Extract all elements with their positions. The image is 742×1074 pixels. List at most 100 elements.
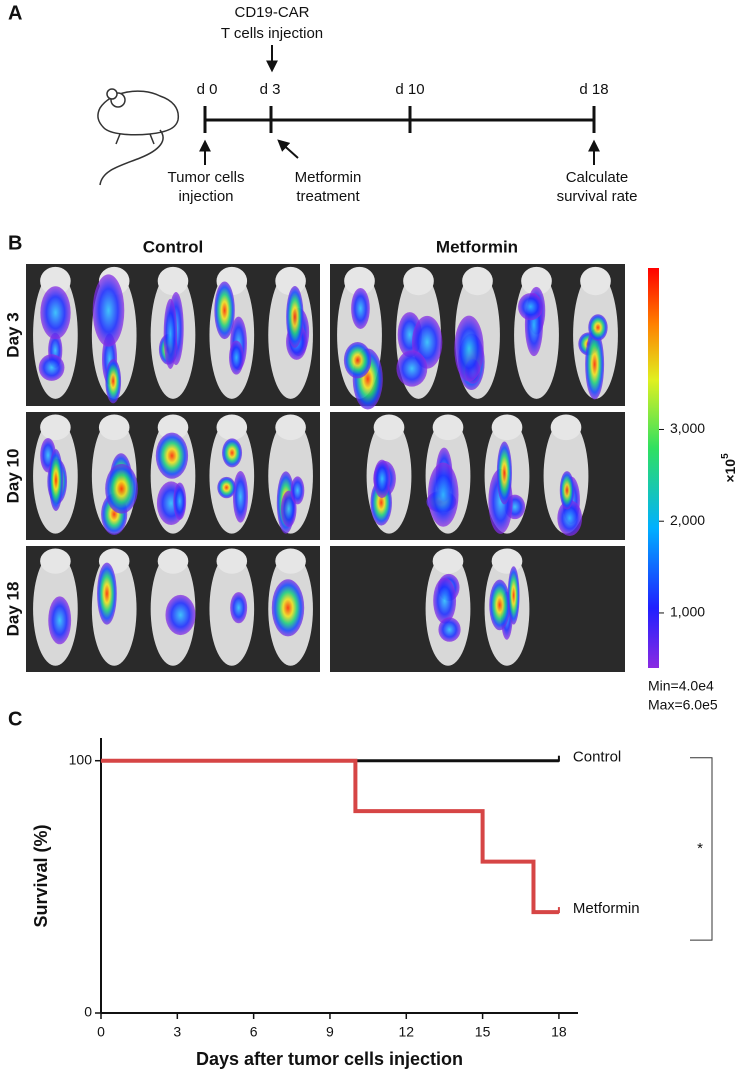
x-tick-label: 3 <box>173 1024 181 1040</box>
signal <box>38 354 65 381</box>
day-label: d 18 <box>579 81 608 98</box>
mouse-head <box>491 414 523 441</box>
row-label: Day 10 <box>3 449 22 504</box>
x-tick-label: 15 <box>475 1024 491 1040</box>
signal <box>40 286 71 340</box>
signal <box>105 359 122 404</box>
day-label: d 3 <box>260 81 281 98</box>
day-label: d 10 <box>395 81 424 98</box>
x-tick-label: 12 <box>398 1024 414 1040</box>
y-tick-label: 0 <box>84 1004 92 1020</box>
mouse-head <box>403 266 434 296</box>
mouse-head <box>275 548 306 574</box>
annotation: CD19-CAR <box>234 4 309 21</box>
series-label: Metformin <box>573 900 640 917</box>
signal <box>427 462 459 527</box>
day-label: d 0 <box>197 81 218 98</box>
x-tick-label: 9 <box>326 1024 334 1040</box>
signal <box>173 482 187 520</box>
survival-chart: 0 100 0 3 6 9 12 15 18 Days after tumor cells inj… <box>31 738 713 1069</box>
x-tick-label: 6 <box>250 1024 258 1040</box>
signal <box>351 287 370 329</box>
signal <box>557 500 583 537</box>
panel-label: B <box>8 232 22 254</box>
column-header: Metformin <box>436 237 518 256</box>
mouse-head <box>462 266 493 296</box>
colorbar-unit: ×105 <box>720 453 738 483</box>
timeline <box>199 45 600 165</box>
x-tick-label: 0 <box>97 1024 105 1040</box>
significance-label: * <box>697 840 703 857</box>
mouse-head <box>40 266 71 296</box>
series-label: Control <box>573 749 621 766</box>
mouse-head <box>98 414 130 441</box>
signal <box>222 438 243 468</box>
signal <box>373 459 391 499</box>
unit-exponent: 5 <box>720 453 731 459</box>
survival-line <box>101 758 559 915</box>
mouse-head <box>373 414 405 441</box>
mouse-head <box>491 548 523 574</box>
colorbar-max: Max=6.0e5 <box>648 697 718 713</box>
panel-label: A <box>8 2 22 24</box>
mouse-head <box>580 266 611 296</box>
annotation: T cells injection <box>221 25 323 42</box>
signal <box>433 577 457 624</box>
signal <box>585 329 605 400</box>
signal <box>155 432 189 479</box>
x-axis-label: Days after tumor cells injection <box>196 1049 463 1069</box>
mouse-head <box>157 414 189 441</box>
mouse-head <box>344 266 375 296</box>
y-axis-label: Survival (%) <box>31 824 51 927</box>
signal <box>230 592 248 624</box>
signal <box>92 274 125 347</box>
signal <box>454 315 484 382</box>
signal <box>48 449 64 512</box>
row-label: Day 3 <box>3 312 22 357</box>
signal <box>518 293 544 321</box>
unit-base: ×10 <box>722 459 738 483</box>
mouse-head <box>432 548 464 574</box>
mouse-head <box>40 548 71 574</box>
y-tick-label: 100 <box>69 751 93 767</box>
colorbar-tick-label: 3,000 <box>670 420 705 436</box>
signal <box>232 470 248 523</box>
mouse-icon <box>97 88 180 186</box>
colorbar-tick-label: 1,000 <box>670 604 705 620</box>
signal <box>163 298 178 369</box>
signal <box>559 471 575 510</box>
mouse-head <box>216 548 248 574</box>
colorbar-tick-label: 2,000 <box>670 512 705 528</box>
image-panel <box>330 546 625 672</box>
mouse-head <box>157 266 189 296</box>
mouse-head <box>157 548 189 574</box>
mouse-head <box>550 414 582 441</box>
signal <box>214 281 235 340</box>
annotation: injection <box>178 188 233 205</box>
mouse-head <box>521 266 552 296</box>
signal <box>496 441 512 505</box>
mouse-head <box>432 414 464 441</box>
row-label: Day 18 <box>3 582 22 637</box>
x-tick-label: 18 <box>551 1024 567 1040</box>
signal <box>48 596 72 645</box>
signal <box>217 476 236 499</box>
mouse-head <box>216 414 248 441</box>
signal <box>489 579 511 631</box>
signal <box>97 562 117 625</box>
mouse-head <box>40 414 71 441</box>
mouse-head <box>275 414 306 441</box>
signal <box>286 285 304 348</box>
imaging-panels <box>26 264 625 672</box>
column-header: Control <box>143 237 203 256</box>
signal <box>105 463 138 514</box>
annotation: treatment <box>296 188 360 205</box>
signal <box>438 617 461 642</box>
panel-label: C <box>8 708 22 730</box>
annotation: Tumor cells <box>168 169 245 186</box>
signal <box>229 340 244 375</box>
signal <box>165 594 196 636</box>
colorbar-min: Min=4.0e4 <box>648 678 714 694</box>
signal <box>588 314 608 341</box>
